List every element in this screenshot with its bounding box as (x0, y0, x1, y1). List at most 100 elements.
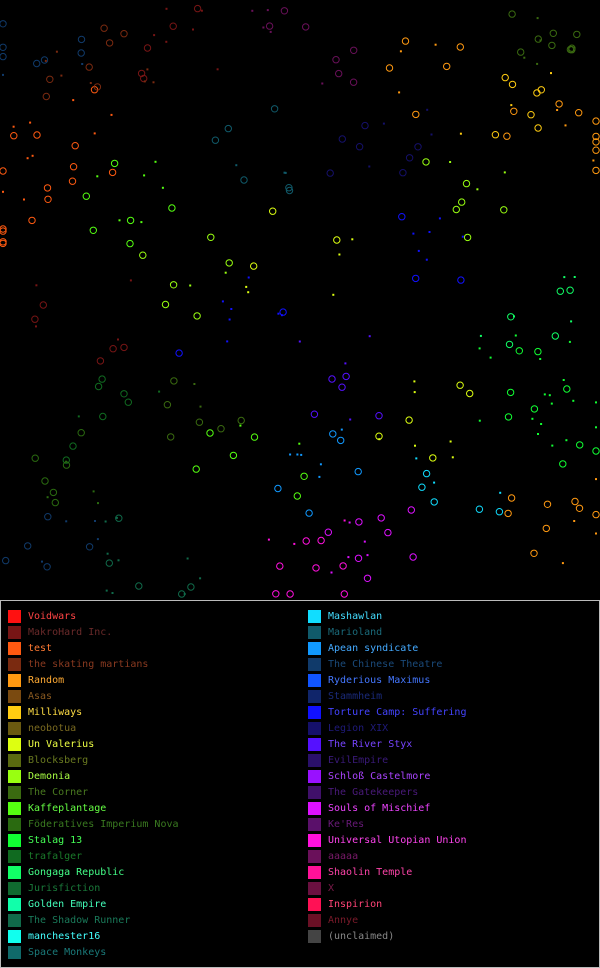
system-dot-icon[interactable] (65, 520, 68, 523)
planet-marker-icon[interactable] (224, 124, 233, 133)
planet-marker-icon[interactable] (31, 315, 39, 323)
system-dot-icon[interactable] (200, 9, 203, 12)
planet-marker-icon[interactable] (120, 30, 128, 38)
planet-marker-icon[interactable] (556, 287, 564, 295)
planet-marker-icon[interactable] (305, 509, 313, 517)
planet-marker-icon[interactable] (46, 75, 54, 84)
system-dot-icon[interactable] (338, 253, 341, 256)
planet-marker-icon[interactable] (503, 132, 511, 140)
system-dot-icon[interactable] (284, 171, 287, 174)
planet-marker-icon[interactable] (543, 500, 552, 508)
planet-marker-icon[interactable] (592, 146, 600, 154)
planet-marker-icon[interactable] (286, 590, 294, 598)
planet-marker-icon[interactable] (44, 195, 52, 204)
system-dot-icon[interactable] (143, 174, 146, 177)
planet-marker-icon[interactable] (412, 110, 420, 119)
planet-marker-icon[interactable] (28, 216, 36, 225)
planet-marker-icon[interactable] (355, 518, 363, 526)
system-dot-icon[interactable] (433, 481, 436, 484)
system-dot-icon[interactable] (412, 232, 415, 235)
planet-marker-icon[interactable] (354, 467, 362, 476)
system-dot-icon[interactable] (152, 81, 155, 84)
planet-marker-icon[interactable] (430, 498, 438, 506)
planet-marker-icon[interactable] (250, 433, 259, 441)
planet-marker-icon[interactable] (279, 308, 287, 316)
system-dot-icon[interactable] (199, 405, 202, 408)
system-dot-icon[interactable] (46, 496, 49, 499)
planet-marker-icon[interactable] (43, 184, 52, 192)
planet-marker-icon[interactable] (0, 238, 7, 246)
system-dot-icon[interactable] (399, 50, 402, 53)
system-dot-icon[interactable] (245, 285, 248, 288)
system-dot-icon[interactable] (398, 91, 401, 94)
planet-marker-icon[interactable] (422, 469, 431, 478)
planet-marker-icon[interactable] (555, 100, 563, 108)
planet-marker-icon[interactable] (33, 59, 41, 68)
planet-marker-icon[interactable] (566, 286, 574, 294)
system-dot-icon[interactable] (503, 171, 506, 174)
planet-marker-icon[interactable] (0, 52, 7, 61)
system-dot-icon[interactable] (321, 82, 324, 85)
planet-marker-icon[interactable] (592, 138, 600, 146)
system-dot-icon[interactable] (351, 238, 354, 241)
system-dot-icon[interactable] (300, 453, 303, 456)
planet-marker-icon[interactable] (332, 56, 340, 64)
planet-marker-icon[interactable] (193, 4, 202, 13)
planet-marker-icon[interactable] (44, 513, 52, 521)
planet-marker-icon[interactable] (51, 498, 59, 507)
planet-marker-icon[interactable] (592, 132, 600, 141)
system-dot-icon[interactable] (425, 258, 428, 261)
system-dot-icon[interactable] (247, 276, 250, 279)
system-dot-icon[interactable] (368, 335, 371, 338)
planet-marker-icon[interactable] (192, 465, 200, 473)
system-dot-icon[interactable] (413, 391, 416, 394)
system-dot-icon[interactable] (595, 478, 597, 481)
system-dot-icon[interactable] (568, 340, 571, 343)
planet-marker-icon[interactable] (328, 375, 336, 383)
system-dot-icon[interactable] (266, 9, 269, 12)
planet-marker-icon[interactable] (349, 78, 358, 86)
system-dot-icon[interactable] (129, 279, 132, 282)
planet-marker-icon[interactable] (135, 582, 143, 590)
system-dot-icon[interactable] (230, 308, 233, 310)
planet-marker-icon[interactable] (62, 456, 71, 464)
planet-marker-icon[interactable] (120, 343, 128, 352)
system-dot-icon[interactable] (96, 538, 99, 541)
system-dot-icon[interactable] (476, 188, 479, 191)
system-dot-icon[interactable] (426, 108, 429, 111)
system-dot-icon[interactable] (283, 171, 286, 174)
system-dot-icon[interactable] (77, 415, 80, 418)
planet-marker-icon[interactable] (409, 553, 417, 561)
system-dot-icon[interactable] (513, 315, 515, 318)
planet-marker-icon[interactable] (33, 131, 41, 139)
system-dot-icon[interactable] (158, 390, 161, 393)
planet-marker-icon[interactable] (69, 163, 78, 171)
planet-marker-icon[interactable] (40, 56, 49, 64)
system-dot-icon[interactable] (556, 109, 559, 111)
system-dot-icon[interactable] (23, 198, 25, 201)
system-dot-icon[interactable] (55, 50, 58, 53)
planet-marker-icon[interactable] (495, 508, 504, 516)
system-dot-icon[interactable] (93, 132, 96, 135)
planet-marker-icon[interactable] (508, 10, 516, 18)
system-dot-icon[interactable] (363, 540, 366, 543)
system-dot-icon[interactable] (72, 99, 75, 102)
system-dot-icon[interactable] (570, 320, 573, 323)
planet-marker-icon[interactable] (505, 340, 514, 349)
planet-marker-icon[interactable] (342, 372, 350, 381)
planet-marker-icon[interactable] (302, 23, 310, 31)
planet-marker-icon[interactable] (110, 159, 119, 168)
planet-marker-icon[interactable] (576, 441, 584, 449)
system-dot-icon[interactable] (348, 521, 351, 524)
planet-marker-icon[interactable] (533, 89, 541, 97)
planet-marker-icon[interactable] (335, 69, 343, 78)
planet-marker-icon[interactable] (506, 388, 515, 397)
planet-marker-icon[interactable] (269, 207, 277, 215)
planet-marker-icon[interactable] (0, 167, 7, 175)
planet-marker-icon[interactable] (71, 142, 79, 150)
planet-marker-icon[interactable] (62, 461, 71, 469)
planet-marker-icon[interactable] (500, 206, 508, 214)
planet-marker-icon[interactable] (530, 549, 538, 557)
system-dot-icon[interactable] (224, 271, 227, 274)
system-dot-icon[interactable] (106, 552, 109, 555)
